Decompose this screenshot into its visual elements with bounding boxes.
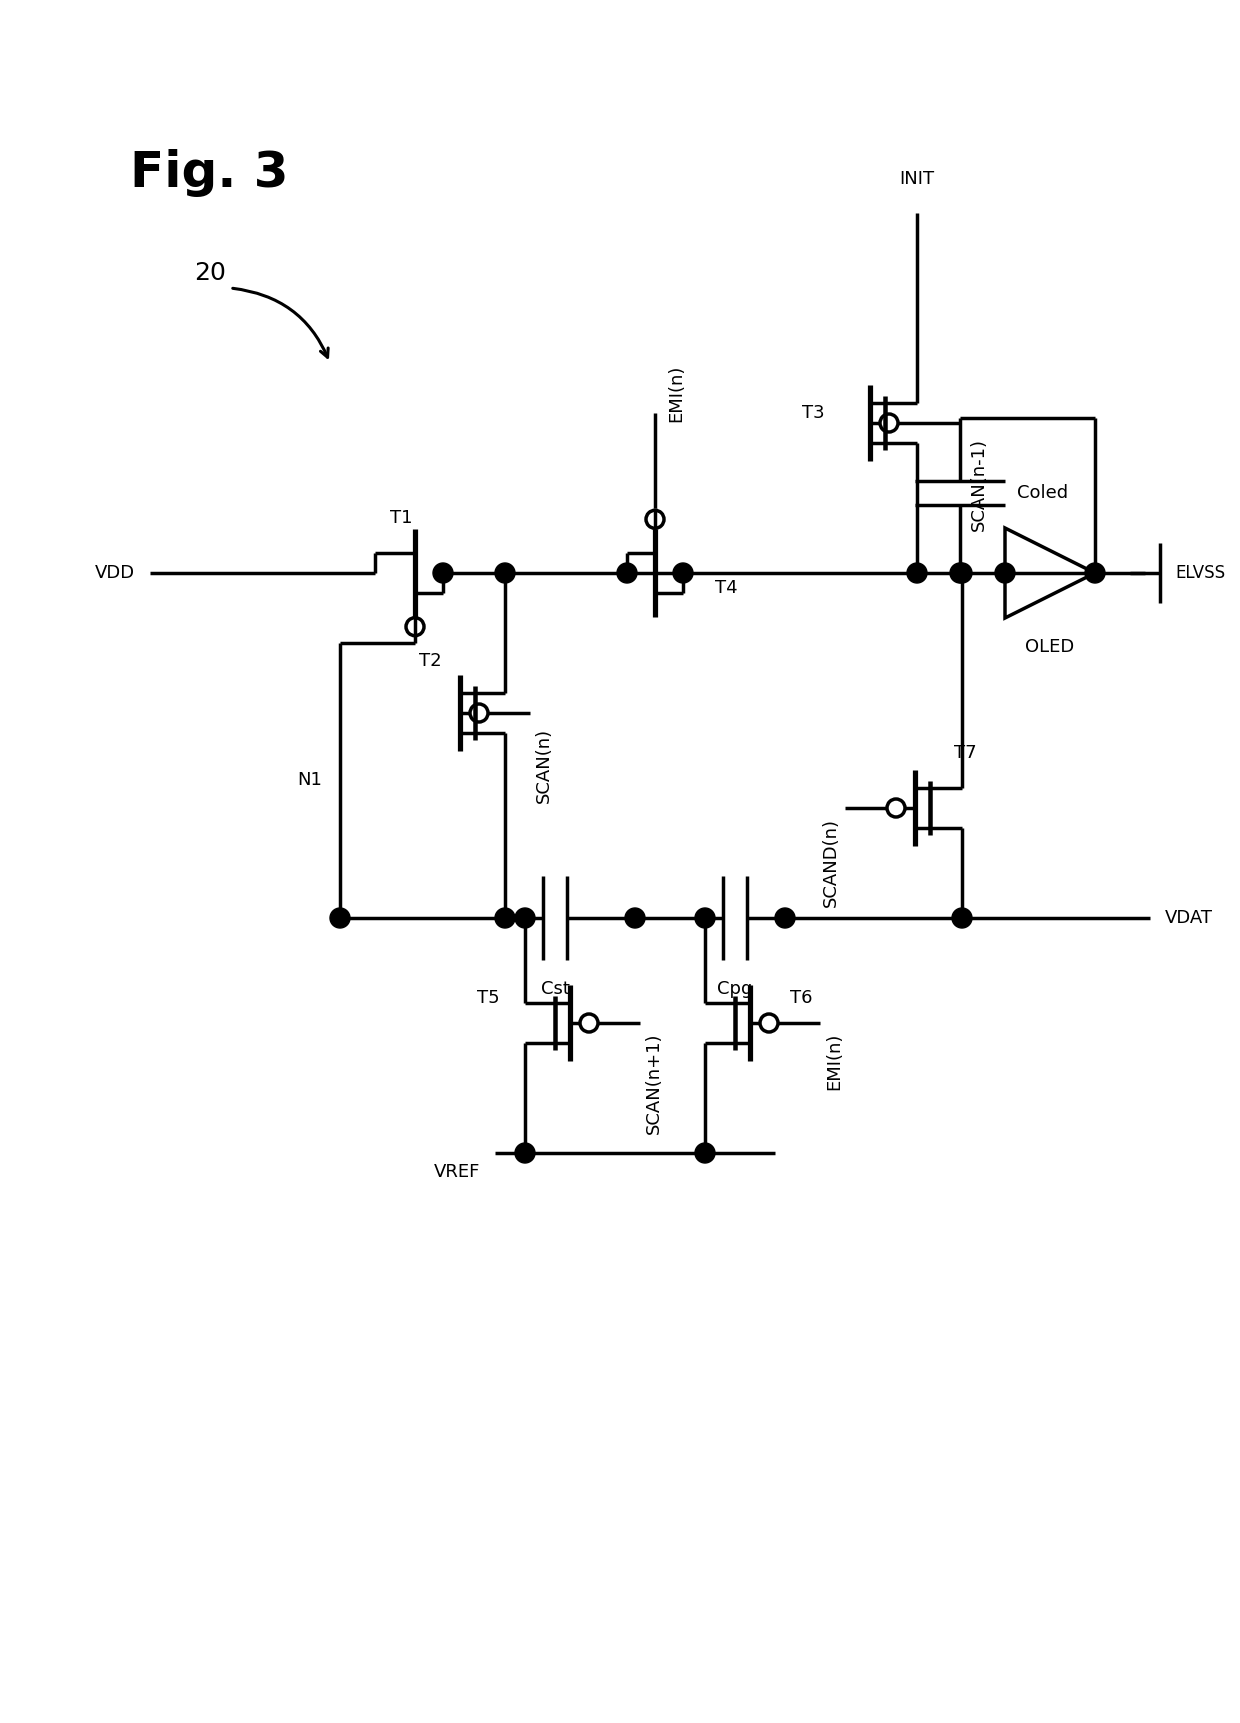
Text: Cst: Cst <box>541 980 569 998</box>
Text: VDD: VDD <box>95 563 135 582</box>
Circle shape <box>950 563 970 582</box>
Circle shape <box>1085 563 1105 582</box>
Text: EMI(n): EMI(n) <box>825 1034 843 1091</box>
Text: T2: T2 <box>419 651 441 670</box>
Text: VDAT: VDAT <box>1166 910 1213 927</box>
Text: Fig. 3: Fig. 3 <box>130 148 289 196</box>
Circle shape <box>515 1142 534 1163</box>
Circle shape <box>952 563 972 582</box>
Text: EMI(n): EMI(n) <box>667 364 684 422</box>
Text: N1: N1 <box>298 772 322 789</box>
Text: VREF: VREF <box>434 1163 480 1180</box>
Circle shape <box>694 908 715 929</box>
Circle shape <box>673 563 693 582</box>
Text: SCAN(n-1): SCAN(n-1) <box>970 438 988 531</box>
Text: Cpg: Cpg <box>717 980 753 998</box>
Circle shape <box>952 908 972 929</box>
Text: SCAND(n): SCAND(n) <box>822 818 839 906</box>
Circle shape <box>618 563 637 582</box>
Circle shape <box>330 908 350 929</box>
Text: T6: T6 <box>790 989 812 1006</box>
Circle shape <box>495 563 515 582</box>
Circle shape <box>906 563 928 582</box>
Circle shape <box>694 1142 715 1163</box>
Text: OLED: OLED <box>1025 638 1075 656</box>
Circle shape <box>625 908 645 929</box>
Text: T5: T5 <box>477 989 500 1006</box>
Text: T1: T1 <box>391 508 413 527</box>
Text: INIT: INIT <box>899 171 935 188</box>
Circle shape <box>775 908 795 929</box>
Text: T3: T3 <box>802 403 825 422</box>
Circle shape <box>515 908 534 929</box>
Circle shape <box>994 563 1016 582</box>
Text: ELVSS: ELVSS <box>1176 563 1225 582</box>
Text: T4: T4 <box>715 579 738 596</box>
Text: SCAN(n): SCAN(n) <box>534 729 553 803</box>
Circle shape <box>433 563 453 582</box>
Text: T7: T7 <box>954 744 976 762</box>
Text: Coled: Coled <box>1017 484 1068 501</box>
FancyArrowPatch shape <box>233 288 329 357</box>
Circle shape <box>495 908 515 929</box>
Text: SCAN(n+1): SCAN(n+1) <box>645 1034 663 1134</box>
Text: 20: 20 <box>195 260 226 284</box>
